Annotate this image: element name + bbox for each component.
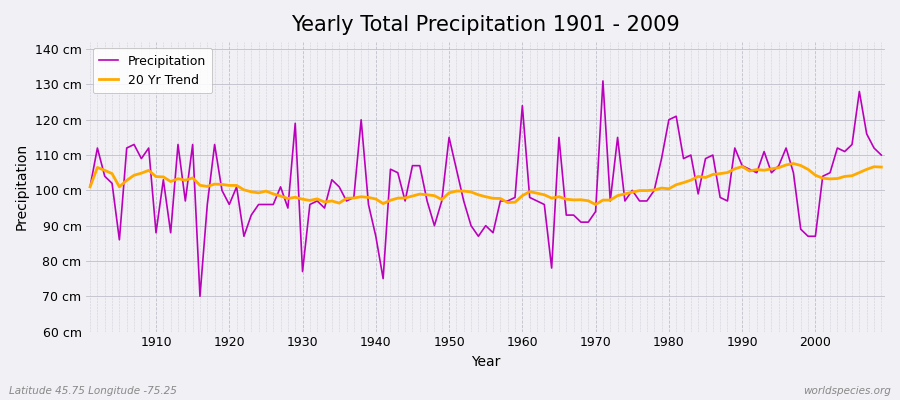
Legend: Precipitation, 20 Yr Trend: Precipitation, 20 Yr Trend: [93, 48, 212, 93]
Precipitation: [517, 103, 527, 108]
Precipitation: [525, 195, 535, 200]
Precipitation: [619, 198, 630, 203]
20 Yr Trend: [143, 168, 154, 173]
Precipitation: [598, 78, 608, 83]
Text: worldspecies.org: worldspecies.org: [803, 386, 891, 396]
20 Yr Trend: [304, 198, 315, 203]
20 Yr Trend: [788, 161, 799, 166]
Line: 20 Yr Trend: 20 Yr Trend: [90, 164, 881, 204]
X-axis label: Year: Year: [471, 355, 500, 369]
Precipitation: [876, 153, 886, 158]
20 Yr Trend: [590, 202, 601, 207]
Precipitation: [143, 146, 154, 150]
Title: Yearly Total Precipitation 1901 - 2009: Yearly Total Precipitation 1901 - 2009: [292, 15, 680, 35]
Text: Latitude 45.75 Longitude -75.25: Latitude 45.75 Longitude -75.25: [9, 386, 177, 396]
Precipitation: [85, 184, 95, 189]
Precipitation: [356, 117, 366, 122]
Line: Precipitation: Precipitation: [90, 81, 881, 296]
Precipitation: [194, 294, 205, 299]
Precipitation: [311, 198, 322, 203]
20 Yr Trend: [509, 200, 520, 205]
20 Yr Trend: [348, 196, 359, 200]
20 Yr Trend: [517, 193, 527, 198]
20 Yr Trend: [612, 193, 623, 198]
Y-axis label: Precipitation: Precipitation: [15, 143, 29, 230]
20 Yr Trend: [876, 165, 886, 170]
20 Yr Trend: [85, 184, 95, 189]
